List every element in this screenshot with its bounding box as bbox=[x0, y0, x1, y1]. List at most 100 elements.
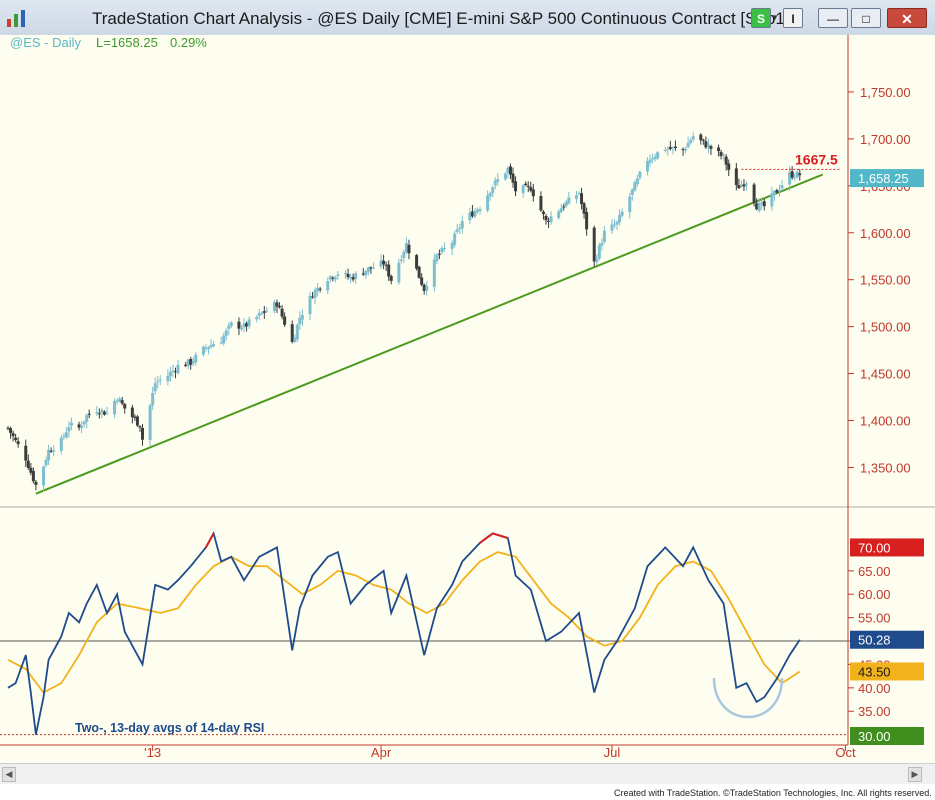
candle-body bbox=[24, 445, 28, 461]
candle-body bbox=[308, 295, 312, 315]
candle-body bbox=[133, 416, 137, 418]
candle-body bbox=[171, 370, 175, 373]
candle-body bbox=[744, 183, 748, 185]
candle-body bbox=[752, 184, 756, 203]
candle-body bbox=[666, 148, 670, 150]
candle-body bbox=[628, 196, 632, 213]
candle-body bbox=[204, 347, 208, 349]
candle-body bbox=[506, 167, 510, 174]
candle-body bbox=[290, 324, 294, 342]
candle-body bbox=[567, 197, 571, 204]
scroll-right-icon[interactable]: ▶ bbox=[908, 767, 922, 782]
candle-body bbox=[158, 379, 162, 381]
candle-body bbox=[333, 277, 337, 280]
candle-body bbox=[798, 173, 802, 176]
candle-body bbox=[788, 172, 792, 185]
candle-body bbox=[407, 244, 411, 254]
horizontal-scrollbar[interactable]: ◀ ▶ bbox=[0, 763, 935, 784]
candle-body bbox=[16, 441, 20, 445]
rsi13-value-tag-bg bbox=[850, 662, 924, 681]
candle-body bbox=[453, 233, 457, 245]
window-title: TradeStation Chart Analysis - @ES Daily … bbox=[92, 9, 800, 28]
candle-body bbox=[557, 211, 561, 218]
candle-body bbox=[115, 400, 119, 402]
candle-body bbox=[245, 323, 249, 327]
candle-body bbox=[595, 258, 599, 263]
price-pane[interactable] bbox=[0, 35, 848, 507]
chevron-down-icon[interactable]: ▼ bbox=[771, 13, 779, 22]
candle-body bbox=[402, 251, 406, 258]
candle-body bbox=[9, 428, 13, 433]
candle-body bbox=[458, 227, 462, 229]
minimize-button[interactable]: — bbox=[818, 8, 848, 28]
close-button[interactable]: ✕ bbox=[887, 8, 927, 28]
candle-body bbox=[206, 347, 210, 350]
price-tick-label: 1,450.00 bbox=[860, 367, 911, 382]
candle-body bbox=[762, 201, 766, 207]
resistance-layer: 1667.5 bbox=[741, 151, 840, 170]
candle-body bbox=[135, 416, 139, 426]
rsi13-value-tag: 43.50 bbox=[858, 664, 891, 679]
support-trendline[interactable] bbox=[35, 173, 823, 495]
candle-body bbox=[577, 192, 581, 194]
candle-body bbox=[706, 144, 710, 148]
candle-body bbox=[344, 273, 348, 275]
annotation-circle bbox=[712, 677, 784, 719]
candle-body bbox=[511, 173, 515, 183]
candle-body bbox=[295, 324, 299, 340]
candle-body bbox=[790, 171, 794, 178]
strategy-s-button[interactable]: S bbox=[751, 8, 771, 28]
candle-body bbox=[105, 412, 109, 414]
candle-body bbox=[663, 149, 667, 151]
legend-change: 0.29% bbox=[170, 35, 207, 50]
price-tick-label: 1,500.00 bbox=[860, 320, 911, 335]
trendline-layer[interactable] bbox=[35, 173, 823, 495]
candle-body bbox=[364, 271, 368, 276]
candle-body bbox=[503, 173, 507, 180]
price-tick-label: 1,700.00 bbox=[860, 132, 911, 147]
footer-credit: Created with TradeStation. ©TradeStation… bbox=[614, 788, 932, 798]
price-tick-label: 1,400.00 bbox=[860, 414, 911, 429]
candle-body bbox=[100, 409, 104, 413]
candle-body bbox=[201, 346, 205, 355]
candle-body bbox=[470, 211, 474, 217]
candle-body bbox=[87, 413, 91, 415]
price-tick-label: 1,600.00 bbox=[860, 226, 911, 241]
candle-body bbox=[227, 325, 231, 329]
candle-body bbox=[97, 413, 101, 415]
rsi-lines bbox=[0, 531, 848, 736]
scroll-left-icon[interactable]: ◀ bbox=[2, 767, 16, 782]
candle-body bbox=[184, 364, 188, 367]
candle-body bbox=[574, 195, 578, 199]
rsi-tick-label: 60.00 bbox=[858, 587, 891, 602]
candle-body bbox=[29, 467, 33, 473]
candle-body bbox=[67, 426, 71, 432]
candle-body bbox=[222, 335, 226, 344]
tradestation-logo-icon bbox=[7, 10, 25, 27]
candle-body bbox=[404, 243, 408, 253]
candle-body bbox=[382, 260, 386, 265]
chart-area[interactable]: 1,350.00 1,400.00 1,450.00 1,500.00 1,550.00… bbox=[0, 35, 935, 763]
candle-body bbox=[237, 321, 241, 329]
rsi-pane[interactable] bbox=[0, 507, 848, 745]
candle-body bbox=[772, 191, 776, 195]
indicator-i-button[interactable]: I bbox=[783, 8, 803, 28]
candle-body bbox=[600, 242, 604, 246]
candle-body bbox=[580, 193, 584, 205]
maximize-button[interactable]: □ bbox=[851, 8, 881, 28]
candle-body bbox=[777, 189, 781, 192]
candle-body bbox=[420, 277, 424, 285]
candle-body bbox=[681, 149, 685, 151]
rsi-70-tag: 70.00 bbox=[858, 540, 891, 555]
candle-body bbox=[331, 277, 335, 279]
candle-body bbox=[336, 274, 340, 277]
candle-body bbox=[239, 327, 243, 330]
candle-body bbox=[62, 436, 66, 438]
candle-body bbox=[592, 227, 596, 262]
current-price-tag: 1,658.25 bbox=[858, 171, 909, 186]
time-tick-label: '13 bbox=[144, 745, 161, 760]
title-bar: TradeStation Chart Analysis - @ES Daily … bbox=[0, 0, 935, 36]
candle-body bbox=[437, 253, 441, 255]
time-tick-label: Oct bbox=[835, 745, 856, 760]
candle-body bbox=[635, 178, 639, 185]
